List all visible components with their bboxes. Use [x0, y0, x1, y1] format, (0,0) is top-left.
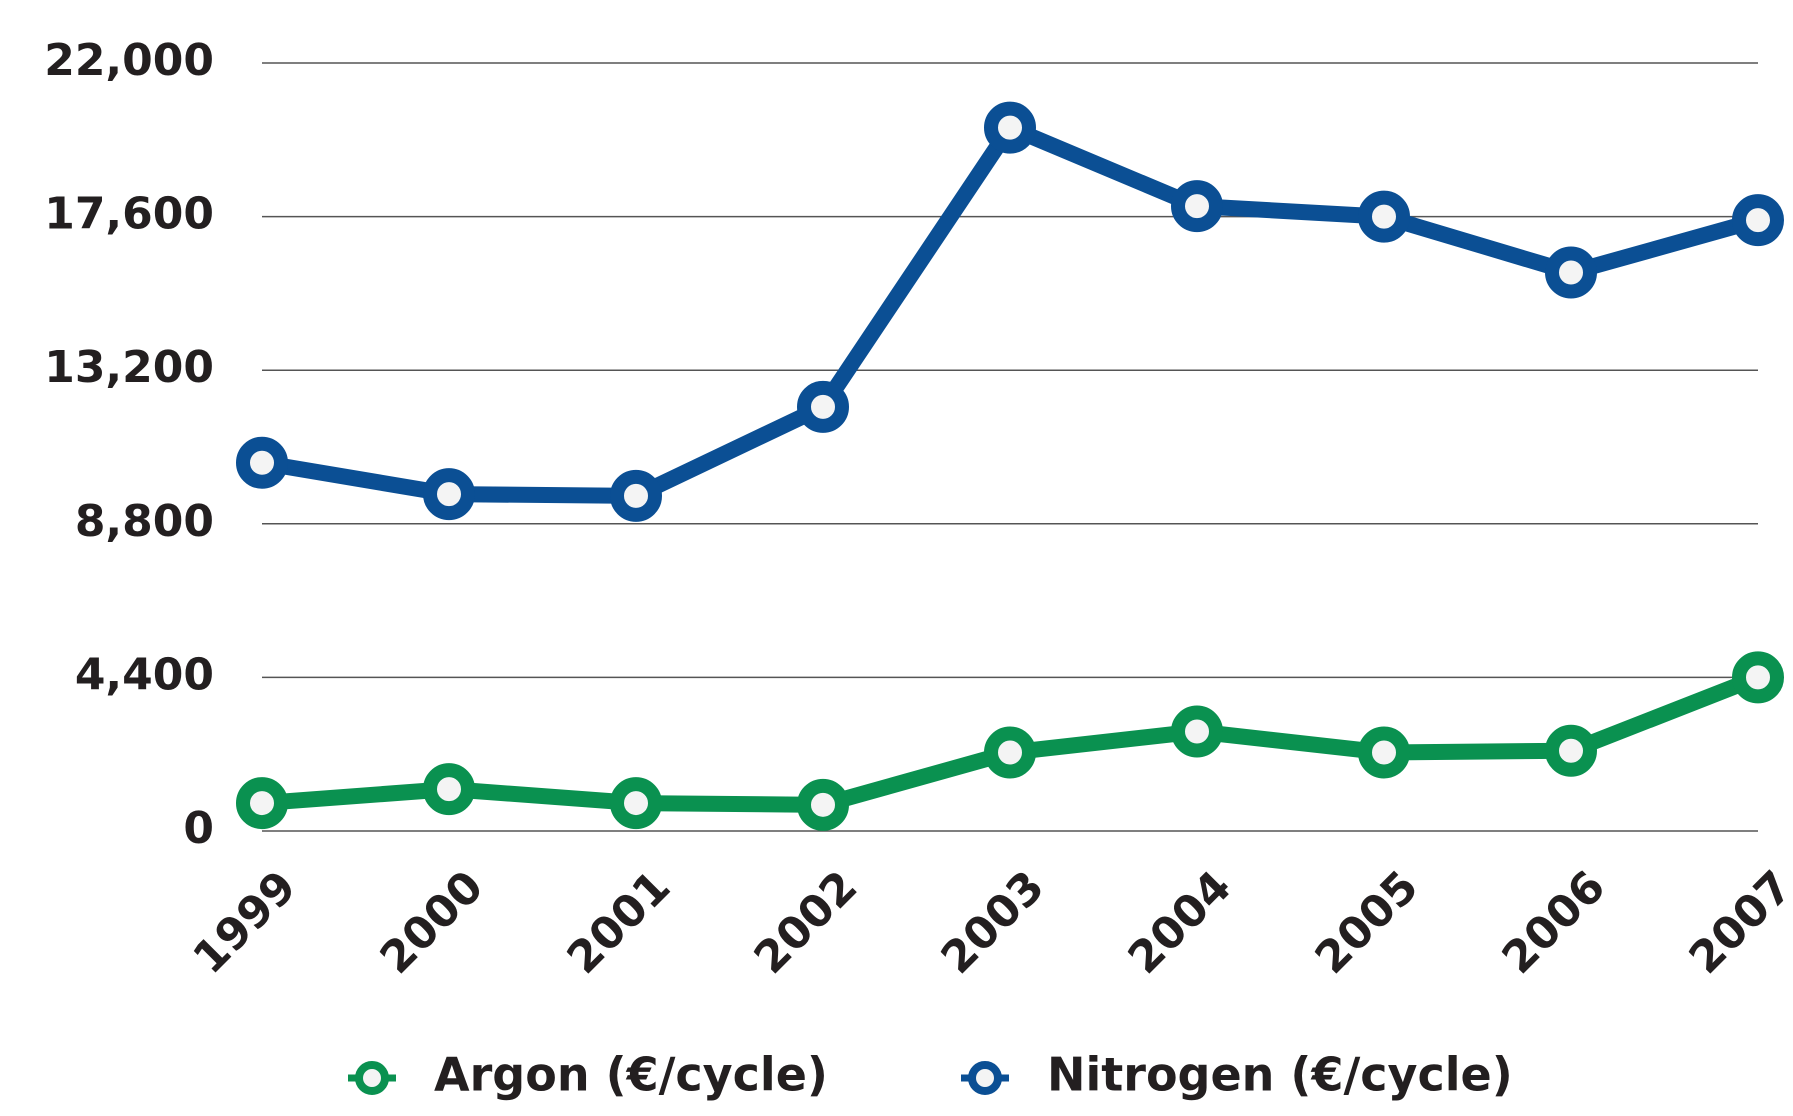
x-tick-label: 2001 [558, 861, 681, 984]
data-point [1358, 190, 1410, 243]
legend-marker [968, 1061, 1002, 1095]
data-point [423, 468, 475, 521]
x-tick-label: 2006 [1493, 861, 1616, 984]
y-tick-label: 0 [183, 803, 214, 854]
x-tick-label: 2007 [1680, 861, 1793, 984]
y-tick-label: 17,600 [44, 189, 214, 240]
y-tick-label: 22,000 [44, 35, 214, 86]
data-point [984, 726, 1036, 779]
y-tick-label: 13,200 [44, 342, 214, 393]
data-point [797, 778, 849, 831]
x-tick-label: 1999 [184, 861, 307, 984]
data-point [1732, 651, 1784, 704]
x-tick-label: 2004 [1119, 861, 1242, 984]
data-point [236, 436, 288, 489]
data-point [797, 380, 849, 433]
data-point [423, 763, 475, 816]
data-point [1171, 180, 1223, 233]
x-tick-label: 2002 [745, 861, 868, 984]
x-tick-label: 2000 [371, 861, 494, 984]
x-tick-label: 2005 [1306, 861, 1429, 984]
legend-label: Argon (€/cycle) [434, 1048, 828, 1102]
data-point [610, 777, 662, 830]
y-tick-label: 8,800 [75, 496, 214, 547]
data-point [1732, 194, 1784, 247]
series-line [260, 119, 1761, 504]
legend-marker [355, 1061, 389, 1095]
legend-label: Nitrogen (€/cycle) [1047, 1048, 1513, 1102]
data-point [1171, 705, 1223, 758]
data-point [1545, 246, 1597, 299]
data-point [1545, 724, 1597, 777]
x-tick-label: 2003 [932, 861, 1055, 984]
data-point [236, 777, 288, 830]
data-point [984, 101, 1036, 154]
data-point [610, 469, 662, 522]
data-point [1358, 726, 1410, 779]
y-tick-label: 4,400 [75, 649, 214, 700]
